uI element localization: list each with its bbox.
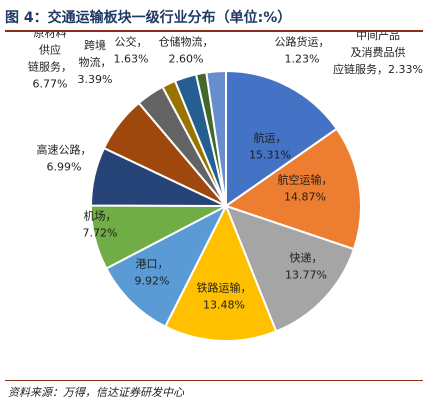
pie-slice [163,203,278,342]
pie-slice [104,203,229,328]
pie-slices [89,69,362,342]
slice-label: 公交， 1.63% [114,35,149,66]
slice-label: 航运， 15.31% [249,131,291,162]
slice-label: 航空运输， 14.87% [278,173,333,204]
title-divider [5,30,423,32]
pie-chart: 航运， 15.31% 航空运输， 14.87% 快递， 13.77% 铁路运输， 13.48%… [28,32,423,342]
slice-label: 港口， 9.92% [135,258,170,288]
slice-label: 跨境物流， 3.39% [78,38,113,86]
source-note: 资料来源：万得，信达证券研发中心 [8,386,184,399]
chart-title: 图 4：交通运输板块一级行业分布（单位:%） [5,10,292,26]
source-divider [5,380,423,381]
slice-label: 原材料供应链服务， 6.77% [28,32,72,91]
slice-label: 高速公路， 6.99% [37,143,92,174]
pie-slice [205,69,227,207]
slice-label: 机场， 7.72% [83,209,118,240]
slice-label: 中间产品及消费品供应链服务，2.33% [333,32,423,76]
pie-slice [224,204,356,333]
slice-label: 公路货运， 1.23% [275,35,330,66]
pie-slice [223,127,362,251]
pie-labels: 航运， 15.31% 航空运输， 14.87% 快递， 13.77% 铁路运输， 13.48%… [28,32,423,312]
slice-label: 仓储物流， 2.60% [159,35,214,66]
slice-label: 铁路运输， 13.48% [197,281,252,312]
slice-label: 快递， 13.77% [285,251,327,282]
pie-slice [225,69,339,208]
